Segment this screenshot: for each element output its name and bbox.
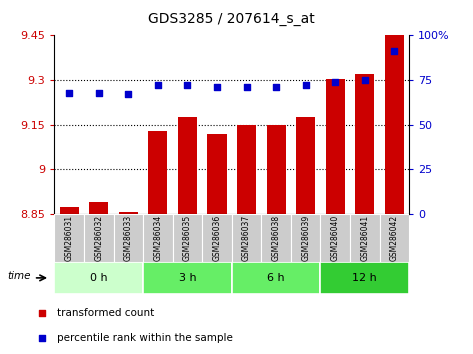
Point [272,84,280,90]
Bar [202,214,232,262]
Text: 3 h: 3 h [179,273,196,283]
Bar [385,33,404,214]
Bar [54,214,84,262]
Bar [291,214,320,262]
Bar [114,214,143,262]
Bar [237,125,256,214]
Point [154,82,162,88]
Text: GSM286033: GSM286033 [124,215,133,261]
Bar [178,117,197,214]
Bar [320,262,409,294]
Text: GSM286036: GSM286036 [212,215,221,261]
Text: GDS3285 / 207614_s_at: GDS3285 / 207614_s_at [149,12,315,27]
Bar [350,214,379,262]
Bar [355,74,375,214]
Bar [60,207,79,214]
Text: percentile rank within the sample: percentile rank within the sample [57,333,233,343]
Point [38,310,46,316]
Bar [89,202,108,214]
Point [361,77,368,83]
Bar [232,262,320,294]
Bar [320,214,350,262]
Text: time: time [7,271,31,281]
Point [243,84,250,90]
Bar [266,125,286,214]
Bar [173,214,202,262]
Text: GSM286031: GSM286031 [65,215,74,261]
Bar [148,131,167,214]
Text: 12 h: 12 h [352,273,377,283]
Text: transformed count: transformed count [57,308,155,318]
Text: GSM286039: GSM286039 [301,215,310,261]
Bar [143,262,232,294]
Point [332,79,339,85]
Bar [84,214,114,262]
Point [95,90,103,96]
Text: 6 h: 6 h [267,273,285,283]
Point [124,92,132,97]
Bar [379,214,409,262]
Bar [143,214,173,262]
Text: 0 h: 0 h [90,273,107,283]
Text: GSM286032: GSM286032 [94,215,103,261]
Point [213,84,221,90]
Bar [119,212,138,214]
Point [38,335,46,341]
Text: GSM286038: GSM286038 [272,215,280,261]
Text: GSM286042: GSM286042 [390,215,399,261]
Text: GSM286034: GSM286034 [153,215,162,261]
Text: GSM286037: GSM286037 [242,215,251,261]
Point [391,48,398,54]
Text: GSM286035: GSM286035 [183,215,192,261]
Bar [261,214,291,262]
Point [302,82,309,88]
Point [65,90,73,96]
Text: GSM286040: GSM286040 [331,215,340,261]
Bar [296,117,315,214]
Bar [232,214,261,262]
Bar [54,262,143,294]
Text: GSM286041: GSM286041 [360,215,369,261]
Point [184,82,191,88]
Bar [325,79,345,214]
Bar [207,134,227,214]
